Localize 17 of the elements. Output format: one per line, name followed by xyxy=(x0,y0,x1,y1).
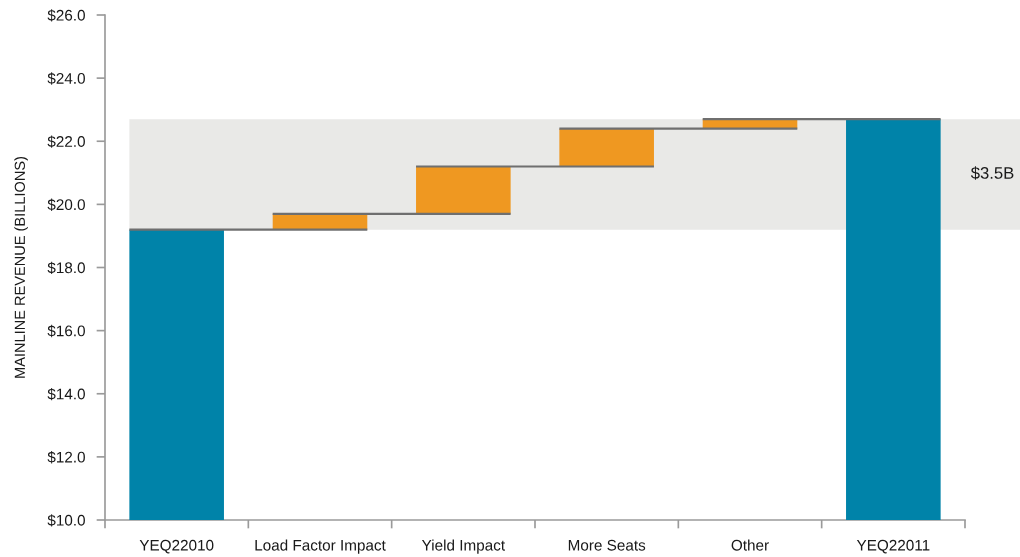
x-tick-label: YEQ22010 xyxy=(139,539,214,554)
y-tick-label: $10.0 xyxy=(47,514,85,527)
y-tick-label: $24.0 xyxy=(47,72,85,85)
y-tick-label: $12.0 xyxy=(47,451,85,464)
y-tick-label: $20.0 xyxy=(47,198,85,211)
y-axis-title: MAINLINE REVENUE (BILLIONS) xyxy=(14,156,28,378)
x-tick-label: Load Factor Impact xyxy=(255,539,386,554)
x-tick-label: More Seats xyxy=(568,539,646,551)
y-tick-label: $14.0 xyxy=(47,387,85,401)
x-tick-label: Yield Impact xyxy=(421,539,505,554)
y-tick-label: $26.0 xyxy=(47,9,85,22)
x-tick-label: YEQ22011 xyxy=(856,539,930,554)
y-tick-label: $16.0 xyxy=(47,324,85,338)
y-tick-label: $18.0 xyxy=(47,261,85,275)
x-tick-label: Other xyxy=(731,539,769,551)
y-tick-label: $22.0 xyxy=(47,135,85,148)
band-label: $3.5B xyxy=(970,166,1014,180)
